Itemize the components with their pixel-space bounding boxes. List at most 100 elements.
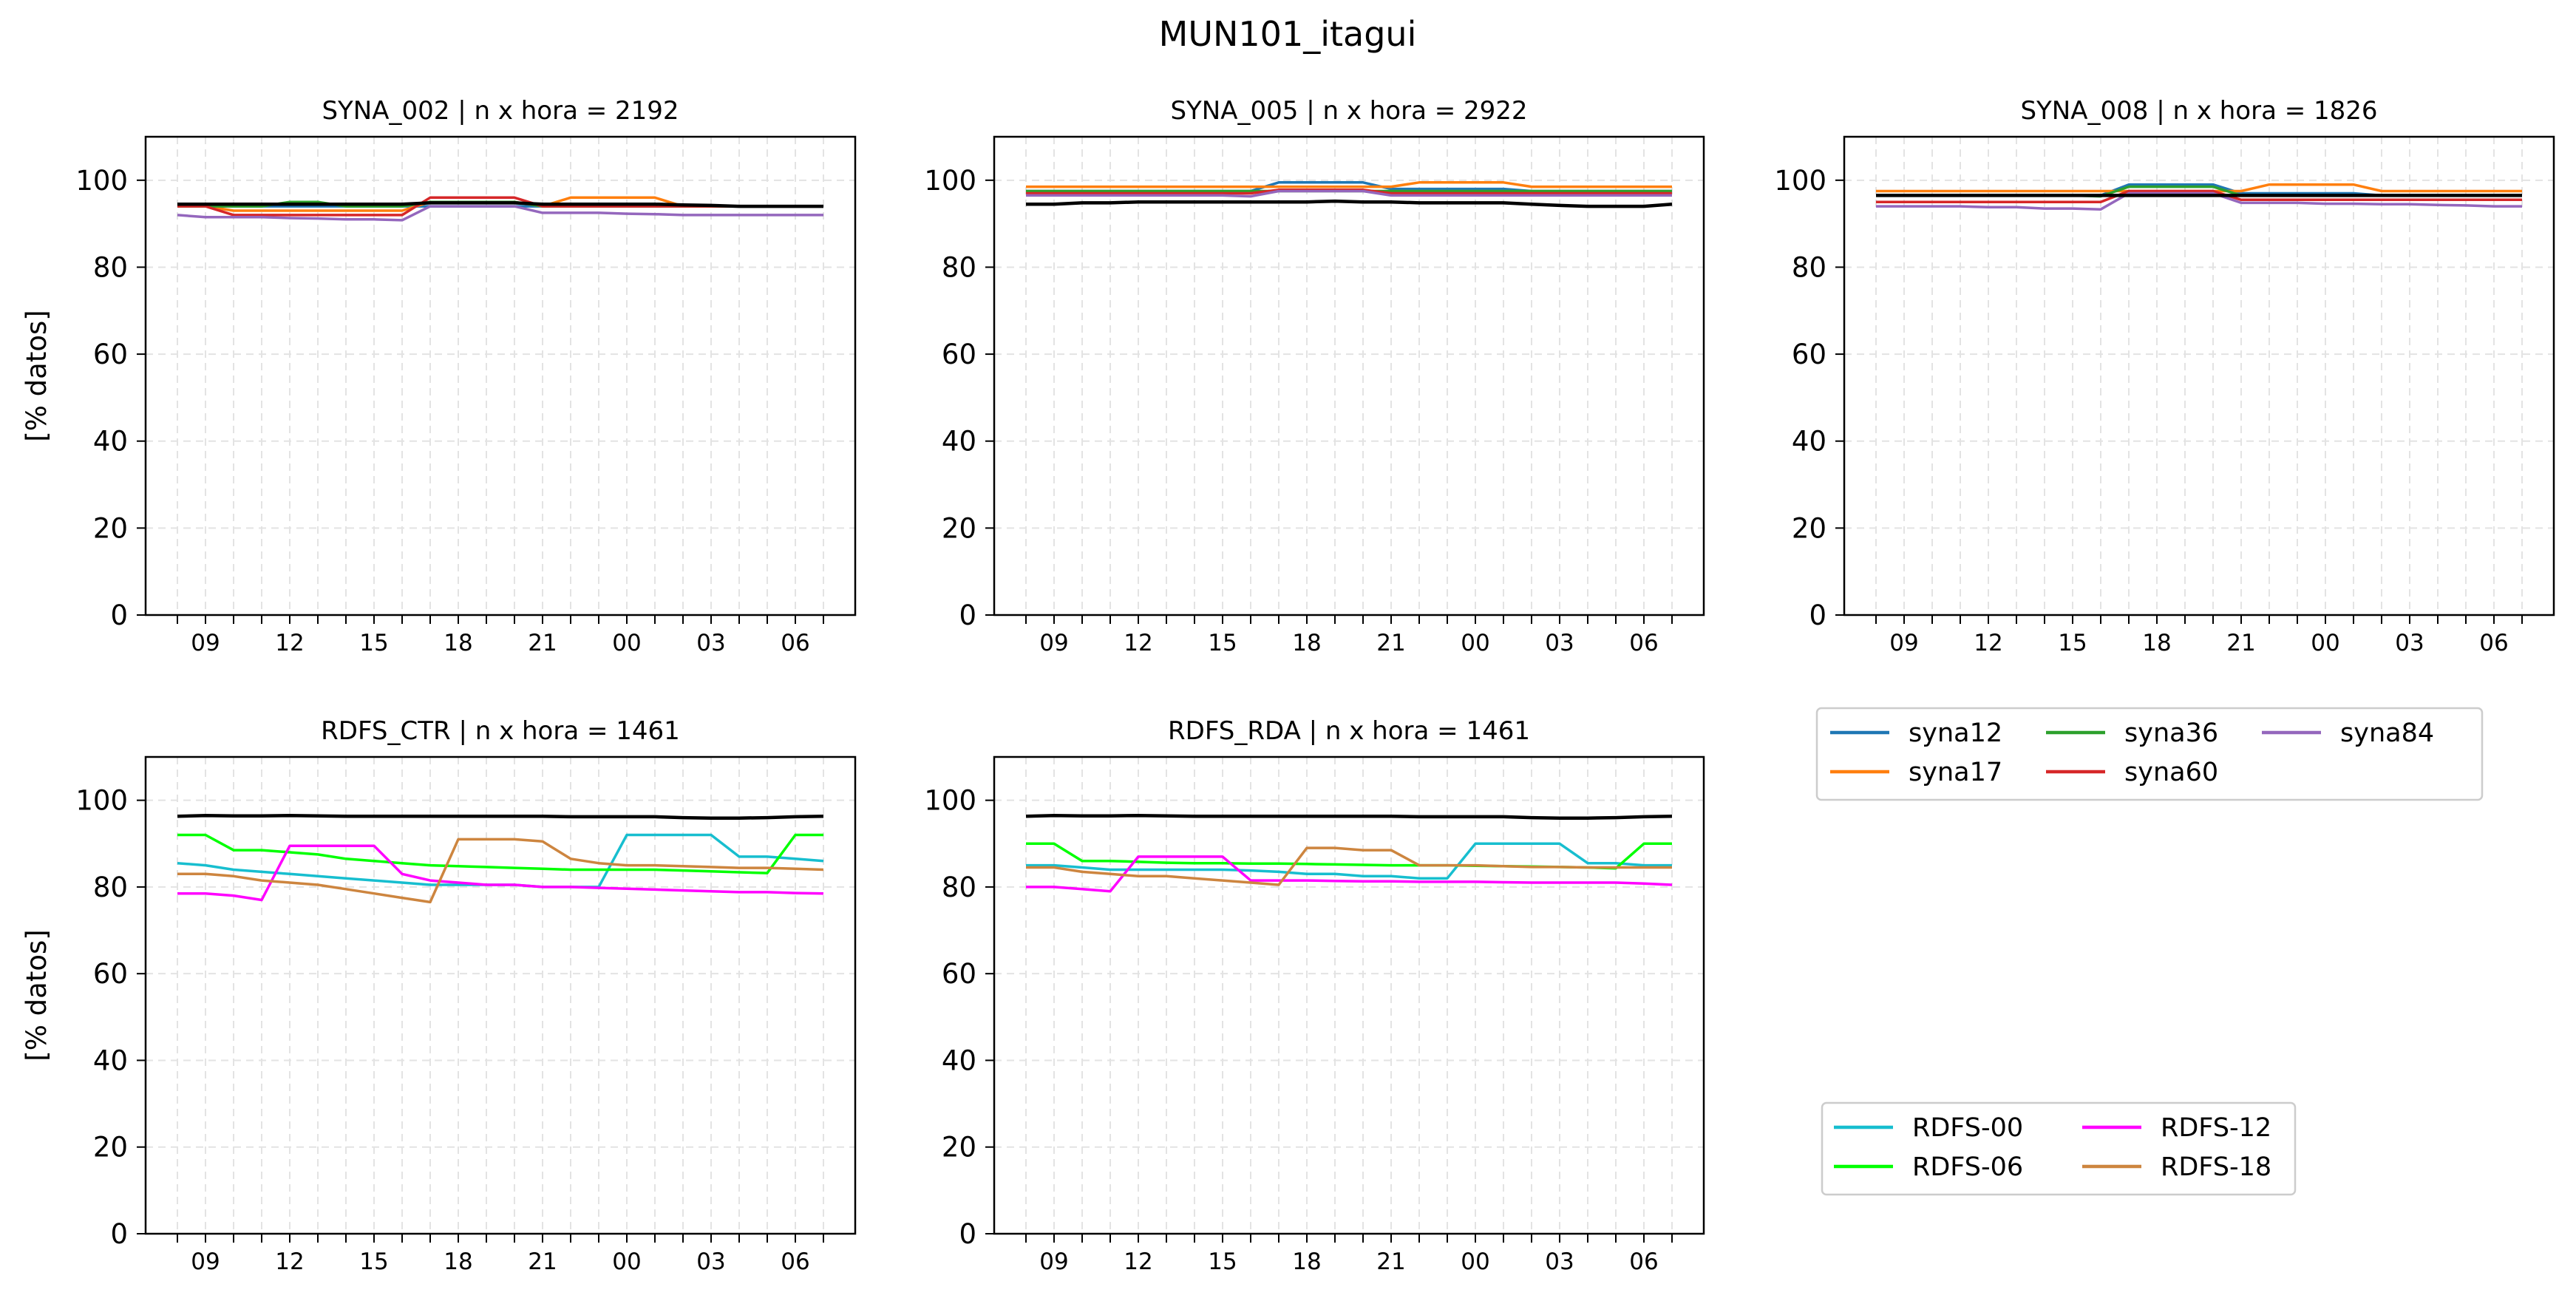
series-line-rdfs-06 bbox=[1026, 842, 1672, 870]
x-tick-label: 12 bbox=[275, 1249, 304, 1275]
x-tick-label: 18 bbox=[444, 1249, 472, 1275]
y-axis-label: [% datos] bbox=[21, 310, 52, 441]
y-tick-label: 100 bbox=[75, 165, 128, 197]
y-tick-label: 40 bbox=[93, 1044, 128, 1076]
y-tick-label: 40 bbox=[1792, 426, 1826, 458]
x-tick-label: 00 bbox=[612, 630, 641, 656]
y-tick-label: 20 bbox=[942, 512, 976, 544]
subplot-title: SYNA_008 | n x hora = 1826 bbox=[2020, 96, 2377, 126]
axes-frame bbox=[1843, 135, 2555, 616]
subplot-5: 0 20 40 60 80 100 09 12 15 18 21 00 03 06 RDFS_RDA | n… bbox=[924, 716, 1705, 1275]
figure-title: MUN101_itagui bbox=[1159, 14, 1417, 54]
series-line-syna17 bbox=[1026, 181, 1672, 188]
y-tick-label: 60 bbox=[93, 339, 128, 370]
series-line-rdfs-00 bbox=[1026, 842, 1672, 880]
series-line-syna84 bbox=[1026, 189, 1672, 198]
series-line-rdfs-06 bbox=[177, 833, 823, 874]
legend-label: RDFS-18 bbox=[2161, 1152, 2271, 1182]
y-tick-label: 40 bbox=[942, 1044, 976, 1076]
y-tick-label: 60 bbox=[1792, 339, 1826, 370]
y-tick-label: 20 bbox=[942, 1132, 976, 1164]
y-tick-label: 0 bbox=[1809, 599, 1826, 631]
legend-rdfs-frame bbox=[1821, 1101, 2297, 1196]
y-tick-label: 100 bbox=[1774, 165, 1826, 197]
x-tick-label: 18 bbox=[2142, 630, 2171, 656]
x-tick-label: 09 bbox=[191, 630, 220, 656]
y-tick-label: 60 bbox=[942, 339, 976, 370]
series-line-reference bbox=[177, 201, 823, 208]
subplot-1: 0 20 40 60 80 100 09 12 15 18 21 00 03 06 SYNA_002 | n… bbox=[21, 96, 857, 656]
subplot-title: RDFS_CTR | n x hora = 1461 bbox=[321, 716, 680, 746]
y-tick-label: 0 bbox=[110, 599, 128, 631]
legend-rdfs: RDFS-00 RDFS-06 RDFS-12 RDFS-18 bbox=[1821, 1101, 2297, 1196]
x-tick-label: 09 bbox=[1039, 630, 1068, 656]
series-line-reference bbox=[177, 813, 824, 820]
series-line-rdfs-12 bbox=[1026, 855, 1673, 893]
x-tick-label: 15 bbox=[359, 1249, 388, 1275]
series-line-rdfs-18 bbox=[1026, 846, 1672, 886]
subplot-2: 0 20 40 60 80 100 09 12 15 18 21 00 03 06 SYNA_005 | n… bbox=[924, 96, 1705, 656]
y-tick-label: 60 bbox=[93, 958, 128, 990]
x-tick-label: 15 bbox=[2058, 630, 2087, 656]
series-line-syna84 bbox=[177, 205, 823, 222]
y-tick-label: 80 bbox=[1792, 251, 1826, 283]
x-tick-label: 03 bbox=[1545, 1249, 1574, 1275]
series-line-rdfs-00 bbox=[177, 833, 824, 889]
legend-label: syna60 bbox=[2124, 758, 2218, 787]
subplot-4: 0 20 40 60 80 100 09 12 15 18 21 00 03 06 RDFS_CTR | n… bbox=[21, 716, 857, 1275]
subplot-3: 0 20 40 60 80 100 09 12 15 18 21 00 03 06 SYNA_008 | n… bbox=[1774, 96, 2555, 656]
y-tick-label: 40 bbox=[942, 426, 976, 458]
series-line-rdfs-18 bbox=[177, 838, 824, 904]
subplot-title: SYNA_002 | n x hora = 2192 bbox=[322, 96, 679, 126]
x-tick-label: 15 bbox=[1208, 1249, 1237, 1275]
x-tick-label: 09 bbox=[1039, 1249, 1068, 1275]
axes-frame bbox=[993, 755, 1705, 1235]
x-tick-label: 21 bbox=[1376, 1249, 1405, 1275]
x-tick-label: 03 bbox=[696, 1249, 725, 1275]
x-tick-label: 06 bbox=[2479, 630, 2508, 656]
x-tick-label: 03 bbox=[2395, 630, 2424, 656]
x-tick-label: 03 bbox=[1545, 630, 1574, 656]
x-tick-label: 18 bbox=[1292, 630, 1321, 656]
y-tick-label: 80 bbox=[93, 872, 128, 903]
legend-label: RDFS-06 bbox=[1912, 1152, 2023, 1182]
x-tick-label: 00 bbox=[612, 1249, 641, 1275]
legend-label: RDFS-00 bbox=[1912, 1113, 2023, 1143]
y-tick-label: 20 bbox=[1792, 512, 1826, 544]
legend-label: RDFS-12 bbox=[2161, 1113, 2271, 1143]
x-tick-label: 09 bbox=[191, 1249, 220, 1275]
legend-label: syna84 bbox=[2340, 719, 2434, 748]
legend-rdfs-items: RDFS-00 RDFS-06 RDFS-12 RDFS-18 bbox=[1834, 1113, 2271, 1182]
x-tick-label: 12 bbox=[275, 630, 304, 656]
y-axis-label: [% datos] bbox=[21, 929, 52, 1061]
x-tick-label: 03 bbox=[696, 630, 725, 656]
y-tick-label: 40 bbox=[93, 426, 128, 458]
x-tick-label: 00 bbox=[1461, 630, 1489, 656]
legend-label: syna17 bbox=[1909, 758, 2002, 787]
axes-frame bbox=[144, 755, 857, 1235]
x-tick-label: 15 bbox=[359, 630, 388, 656]
x-tick-label: 06 bbox=[781, 630, 809, 656]
axes-frame bbox=[993, 135, 1705, 616]
x-tick-label: 09 bbox=[1889, 630, 1918, 656]
legend-label: syna12 bbox=[1909, 719, 2002, 748]
series-line-syna60 bbox=[1876, 189, 2522, 203]
x-tick-label: 21 bbox=[528, 630, 557, 656]
series-line-syna84 bbox=[1876, 191, 2522, 211]
y-tick-label: 0 bbox=[959, 1218, 976, 1250]
x-tick-label: 12 bbox=[1124, 1249, 1152, 1275]
y-tick-label: 80 bbox=[942, 251, 976, 283]
x-tick-label: 06 bbox=[1629, 1249, 1658, 1275]
x-tick-label: 21 bbox=[1376, 630, 1405, 656]
subplot-title: RDFS_RDA | n x hora = 1461 bbox=[1168, 716, 1530, 746]
y-tick-label: 0 bbox=[110, 1218, 128, 1250]
y-tick-label: 80 bbox=[93, 251, 128, 283]
x-tick-label: 06 bbox=[1629, 630, 1658, 656]
legend-label: syna36 bbox=[2124, 719, 2218, 748]
x-tick-label: 18 bbox=[1292, 1249, 1321, 1275]
y-tick-label: 80 bbox=[942, 872, 976, 903]
series-line-rdfs-12 bbox=[177, 844, 824, 902]
subplot-title: SYNA_005 | n x hora = 2922 bbox=[1170, 96, 1527, 126]
